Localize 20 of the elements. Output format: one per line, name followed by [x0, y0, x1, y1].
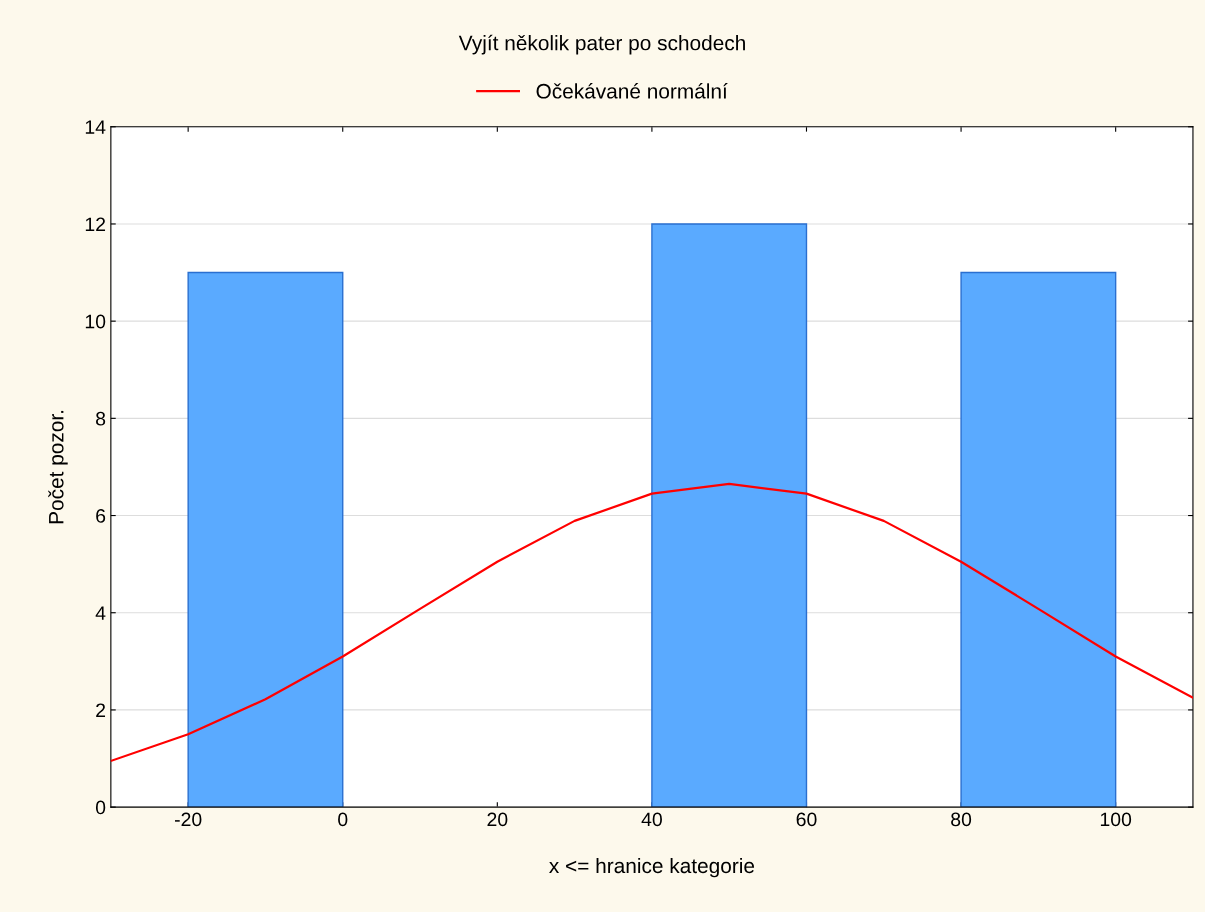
chart-title: Vyjít několik pater po schodech — [458, 34, 745, 55]
y-tick-label: 0 — [95, 800, 106, 815]
x-tick-label: 80 — [951, 812, 972, 827]
y-tick-label: 8 — [96, 411, 106, 426]
x-tick-label: -20 — [174, 812, 202, 827]
x-tick-label: 20 — [487, 812, 508, 827]
y-tick-label: 14 — [85, 120, 106, 134]
y-tick-label: 10 — [85, 314, 106, 329]
line-series — [110, 482, 1193, 763]
x-tick-label: 40 — [641, 812, 662, 827]
y-tick-label: 6 — [96, 509, 106, 523]
y-tick-label: 4 — [95, 606, 106, 620]
x-tick-label: 100 — [1100, 812, 1132, 827]
x-tick-label: 0 — [338, 812, 348, 827]
legend-label: Očekávané normální — [536, 83, 728, 99]
y-tick-label: 2 — [96, 703, 106, 717]
y-tick-label: 12 — [85, 217, 106, 232]
x-axis-title: x <= hranice kategorie — [549, 857, 755, 878]
y-axis-title: Počet pozor. — [48, 410, 68, 524]
x-tick-label: 60 — [796, 812, 817, 827]
